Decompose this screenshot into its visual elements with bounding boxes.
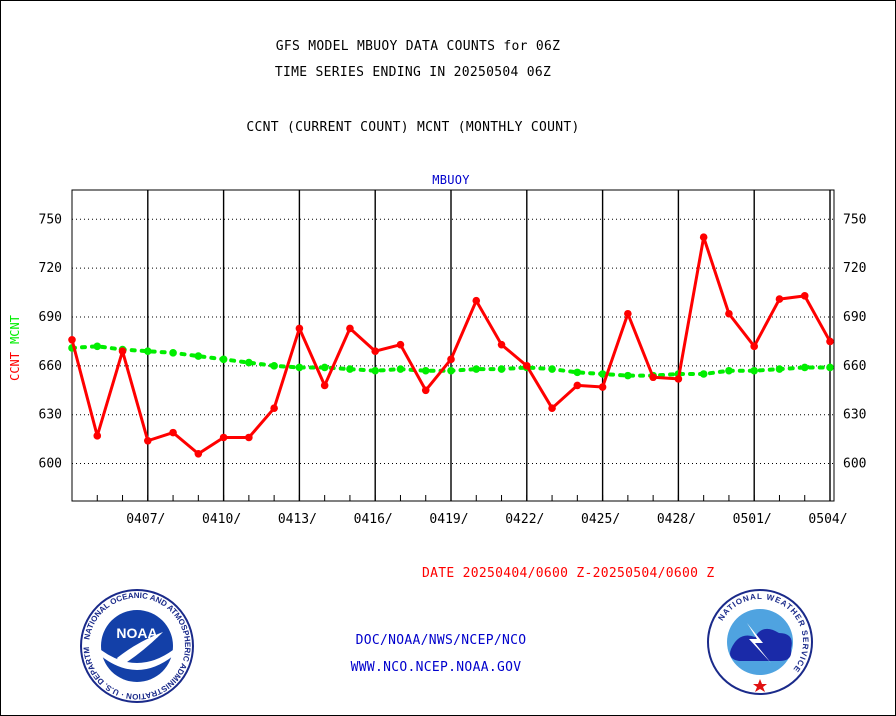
x-tick-label: 0504/ [808,512,847,527]
data-point-mcnt [270,362,278,370]
data-point-ccnt [750,342,758,351]
data-point-mcnt [295,363,304,372]
data-point-ccnt [472,296,481,305]
data-point-mcnt [573,368,582,377]
data-point-ccnt [219,433,228,442]
data-point-mcnt [144,347,152,355]
data-point-ccnt [497,340,506,349]
x-tick-label: 0407/ [126,512,165,527]
org-text: DOC/NOAA/NWS/NCEP/NCO [355,633,527,648]
data-point-mcnt [93,342,102,351]
y-axis-label-ccnt: CCNT [8,352,22,381]
x-tick-label: 0428/ [657,512,696,527]
data-point-mcnt [245,358,253,367]
data-point-ccnt [725,309,733,318]
data-point-ccnt [800,292,809,300]
y-axis-label-mcnt: MCNT [8,315,22,344]
nws-logo: NATIONAL WEATHER SERVICE [707,589,813,695]
data-point-ccnt [194,449,203,458]
data-point-mcnt [750,366,758,375]
noaa-logo: NATIONAL OCEANIC AND ATMOSPHERIC ADMINIS… [77,586,194,703]
data-point-mcnt [699,370,708,378]
y-tick-label-left: 600 [39,457,62,472]
data-point-ccnt [421,386,430,395]
data-point-mcnt [219,355,228,364]
data-point-mcnt [346,365,354,373]
x-tick-label: 0416/ [354,512,393,527]
data-point-ccnt [649,373,657,382]
data-point-ccnt [775,295,784,303]
data-point-mcnt [396,365,405,373]
data-point-ccnt [346,324,354,333]
data-point-mcnt [800,363,809,372]
data-point-mcnt [320,363,329,372]
y-axis-label: CCNT MCNT [8,315,22,381]
data-point-mcnt [775,365,784,373]
data-point-ccnt [320,381,329,390]
data-point-ccnt [93,432,102,440]
data-point-mcnt [598,370,607,378]
data-point-mcnt [472,365,481,373]
data-point-ccnt [371,347,380,355]
y-tick-label-right: 660 [843,359,866,374]
data-point-ccnt [270,404,278,412]
x-tick-label: 0501/ [733,512,772,527]
data-point-ccnt [826,337,834,346]
data-point-ccnt [396,340,405,349]
url-text: WWW.NCO.NCEP.NOAA.GOV [350,660,522,675]
x-tick-label: 0410/ [202,512,241,527]
plot-area-border [71,189,835,502]
header-title: GFS MODEL MBUOY DATA COUNTS for 06Z [275,39,561,54]
star-icon [753,679,767,692]
data-point-ccnt [447,355,455,364]
y-tick-label-left: 720 [39,261,62,276]
grid-layer [72,190,834,501]
data-point-mcnt [497,365,506,373]
data-point-mcnt [169,349,177,357]
data-point-ccnt [68,336,76,344]
y-tick-label-left: 630 [39,408,62,423]
y-tick-label-left: 750 [39,212,62,227]
data-point-mcnt [548,365,556,373]
data-point-mcnt [826,363,834,372]
header-legend-note: CCNT (CURRENT COUNT) MCNT (MONTHLY COUNT… [246,120,580,135]
x-tick-label: 0422/ [505,512,544,527]
date-range: DATE 20250404/0600 Z-20250504/0600 Z [422,566,715,581]
series-layer [68,233,834,458]
data-point-mcnt [194,352,203,360]
data-point-ccnt [573,381,582,390]
data-point-ccnt [144,436,152,445]
data-point-mcnt [371,366,380,375]
y-tick-label-left: 690 [39,310,62,325]
data-point-ccnt [674,375,683,383]
x-tick-label: 0419/ [429,512,468,527]
data-point-mcnt [624,371,632,380]
data-point-ccnt [699,233,708,242]
data-point-ccnt [624,309,632,318]
data-point-ccnt [548,404,556,412]
data-point-ccnt [598,383,607,391]
ylabel-layer: CCNT MCNT [8,315,22,381]
data-point-ccnt [295,324,304,333]
chart-title: MBUOY [432,173,470,187]
data-point-mcnt [725,366,733,375]
y-tick-label-left: 660 [39,359,62,374]
noaa-logo-label: NOAA [116,625,157,641]
y-tick-label-right: 600 [843,457,866,472]
header-subtitle: TIME SERIES ENDING IN 20250504 06Z [274,65,552,80]
data-point-ccnt [169,428,177,437]
x-tick-label: 0413/ [278,512,317,527]
y-tick-label-right: 750 [843,212,866,227]
data-point-ccnt [118,347,127,355]
axis-layer: 600 600 630 630 660 660 690 690 720 720 750 750 0407… [39,212,867,527]
y-tick-label-right: 720 [843,261,866,276]
y-tick-label-right: 690 [843,310,866,325]
data-point-ccnt [245,433,253,442]
y-tick-label-right: 630 [843,408,866,423]
x-tick-label: 0425/ [581,512,620,527]
data-point-ccnt [523,362,531,370]
data-point-mcnt [447,366,455,375]
data-point-mcnt [421,366,430,375]
